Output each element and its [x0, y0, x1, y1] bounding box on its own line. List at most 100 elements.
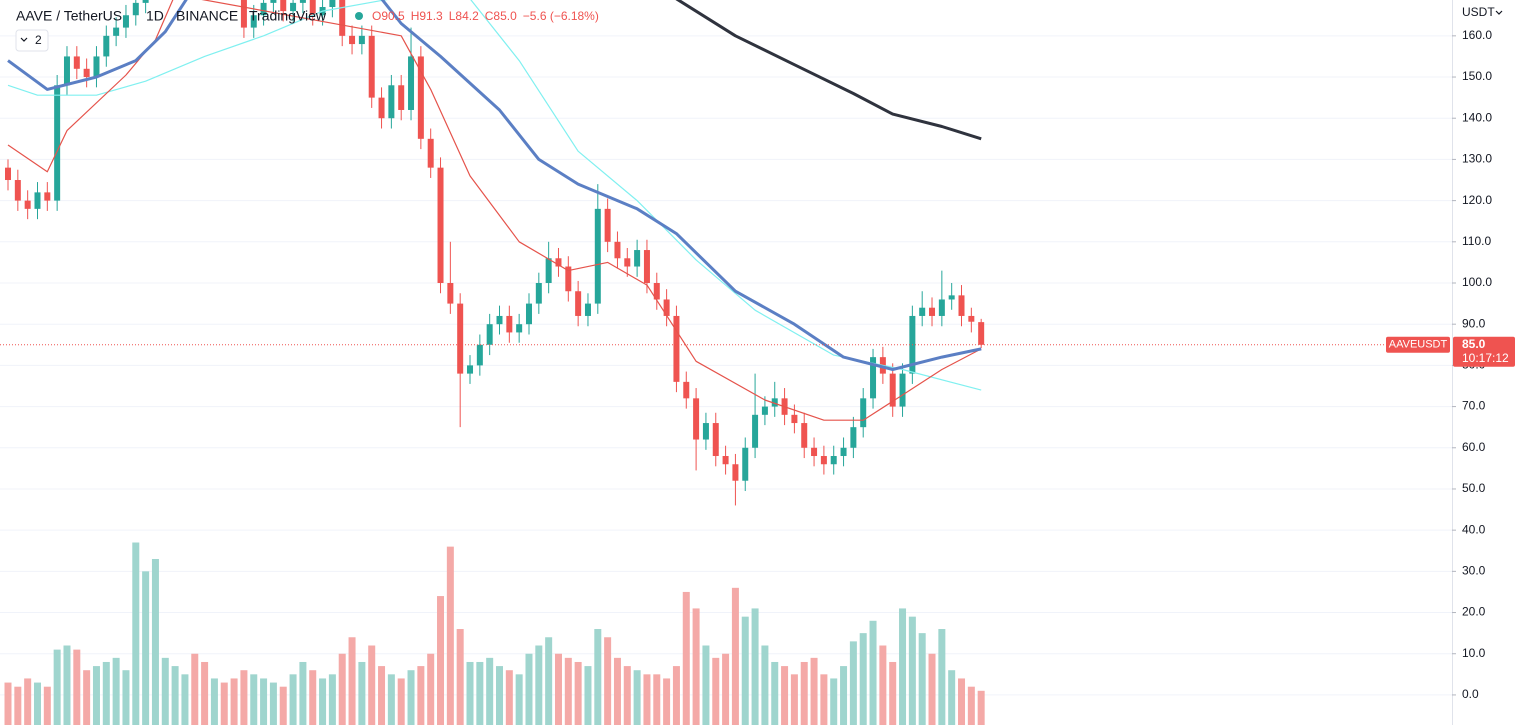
volume-bar [161, 657, 169, 725]
y-tick-label: 30.0 [1462, 564, 1486, 578]
volume-bar [761, 645, 769, 725]
axis-unit[interactable]: USDT [1462, 5, 1495, 19]
candle-body [437, 167, 444, 283]
candle-body [693, 398, 700, 440]
candle-body [339, 0, 346, 36]
volume-bar [889, 661, 897, 725]
volume-bar [496, 666, 503, 725]
volume-bar [437, 596, 445, 725]
candle-body [604, 208, 611, 242]
candle-body [752, 414, 759, 448]
volume-bar [191, 653, 199, 725]
candle-body [663, 299, 670, 316]
symbol-badge [1386, 336, 1450, 353]
candle-body [929, 307, 936, 316]
candle-body [771, 398, 778, 407]
volume-bar [486, 657, 494, 725]
candle-body [811, 447, 818, 457]
ohlc-value: H91.3 [411, 9, 443, 23]
indicator-toggle[interactable] [15, 29, 49, 52]
candle-body [103, 35, 110, 57]
volume-bar [73, 649, 81, 725]
volume-bar [83, 670, 91, 725]
candle-layer [5, 0, 985, 506]
source: TradingView [249, 8, 327, 24]
volume-bar [102, 661, 110, 725]
volume-bar [476, 661, 484, 725]
volume-bar [948, 670, 956, 725]
candle-body [398, 85, 405, 110]
candle-body [417, 56, 424, 139]
candle-body [270, 0, 277, 3]
candle-body [240, 0, 247, 28]
volume-bar [564, 657, 572, 725]
volume-bar [790, 674, 798, 725]
volume-bar [643, 674, 651, 725]
volume-bar [535, 645, 543, 725]
volume-bar [731, 587, 739, 725]
candle-body [968, 315, 975, 322]
moving-average [7, 0, 982, 421]
volume-bar [33, 682, 41, 725]
candle-body [113, 27, 120, 36]
candle-body [486, 324, 493, 345]
volume-bar [43, 686, 51, 725]
candle-body [516, 324, 523, 333]
candle-body [761, 406, 768, 415]
volume-bar [525, 653, 533, 725]
toggle-caret [20, 37, 28, 42]
indicator-count[interactable]: 2 [35, 33, 42, 47]
volume-bar [24, 678, 32, 725]
volume-bar [623, 666, 631, 725]
ohlc-value: C85.0 [485, 9, 517, 23]
ohlc-value: −5.6 (−6.18%) [523, 9, 599, 23]
volume-bar [358, 661, 366, 725]
volume-bar [407, 670, 415, 725]
volume-bar [397, 678, 405, 725]
volume-bar [545, 637, 553, 725]
y-tick-label: 50.0 [1462, 481, 1486, 495]
volume-bar [250, 674, 258, 725]
candle-body [24, 200, 31, 209]
volume-bar [171, 666, 179, 725]
candle-body [132, 2, 139, 16]
volume-bar [879, 645, 887, 725]
y-tick-label: 70.0 [1462, 399, 1486, 413]
exchange: BINANCE [176, 8, 238, 24]
y-tick-label: 40.0 [1462, 522, 1486, 536]
volume-bar [653, 674, 661, 725]
volume-bar [554, 653, 562, 725]
y-tick-label: 120.0 [1462, 193, 1492, 207]
candle-body [584, 303, 591, 316]
volume-bar [505, 670, 513, 725]
volume-bar [702, 645, 710, 725]
volume-bar [584, 666, 592, 725]
candle-body [408, 56, 415, 110]
candle-body [63, 56, 70, 86]
candle-body [309, 0, 316, 16]
candle-body [525, 303, 532, 325]
candle-body [5, 167, 11, 181]
candle-body [702, 423, 709, 440]
volume-bar [633, 670, 641, 725]
candle-body [614, 241, 621, 259]
candle-body [476, 344, 483, 366]
candle-body [349, 35, 356, 45]
candle-body [870, 357, 877, 399]
candle-body [496, 315, 503, 325]
y-tick-label: 100.0 [1462, 275, 1492, 289]
volume-bar [574, 661, 582, 725]
candle-body [840, 447, 847, 457]
candle-body [44, 192, 51, 201]
candle-body [280, 0, 287, 12]
volume-bar [722, 653, 730, 725]
volume-bar [417, 666, 425, 725]
candle-body [506, 315, 513, 333]
candle-body [712, 423, 719, 457]
candle-body [732, 464, 739, 481]
volume-bar [682, 591, 690, 725]
moving-average [7, 0, 982, 391]
candle-body [535, 282, 542, 304]
volume-bar [4, 682, 12, 725]
volume-bar [859, 633, 867, 725]
